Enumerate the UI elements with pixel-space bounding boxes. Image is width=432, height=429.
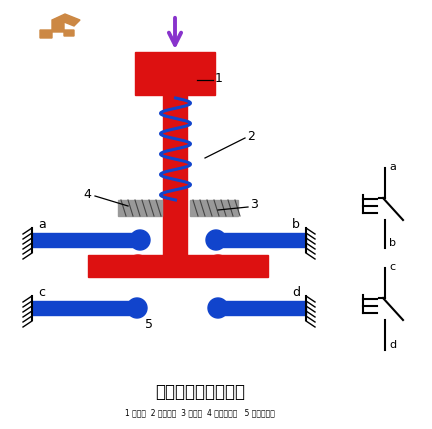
Bar: [135, 52, 215, 95]
Circle shape: [130, 230, 150, 250]
Text: 按钮开关结构示意图: 按钮开关结构示意图: [155, 383, 245, 401]
Text: a: a: [389, 162, 396, 172]
Polygon shape: [40, 14, 80, 38]
Text: c: c: [389, 262, 395, 272]
Circle shape: [208, 298, 228, 318]
Bar: [32, 301, 137, 315]
Bar: [216, 233, 306, 247]
Bar: [218, 301, 306, 315]
Text: d: d: [389, 340, 396, 350]
Bar: [32, 233, 140, 247]
Bar: [163, 95, 187, 270]
Text: b: b: [389, 238, 396, 248]
Text: b: b: [292, 218, 300, 231]
Circle shape: [207, 255, 229, 277]
Text: d: d: [292, 286, 300, 299]
Circle shape: [206, 230, 226, 250]
Text: a: a: [38, 218, 46, 231]
Text: 1: 1: [215, 72, 223, 85]
Text: 4: 4: [83, 187, 91, 200]
Circle shape: [127, 255, 149, 277]
Bar: [190, 200, 238, 216]
Text: c: c: [38, 286, 45, 299]
Text: 5: 5: [145, 318, 153, 331]
Text: 1 按钮帽  2 复位弹簧  3 动触头  4 常闭静触头   5 常开静触头: 1 按钮帽 2 复位弹簧 3 动触头 4 常闭静触头 5 常开静触头: [125, 408, 275, 417]
Bar: [88, 255, 268, 277]
Text: 2: 2: [247, 130, 255, 142]
Bar: [118, 200, 162, 216]
Circle shape: [127, 298, 147, 318]
Text: 3: 3: [250, 199, 258, 211]
